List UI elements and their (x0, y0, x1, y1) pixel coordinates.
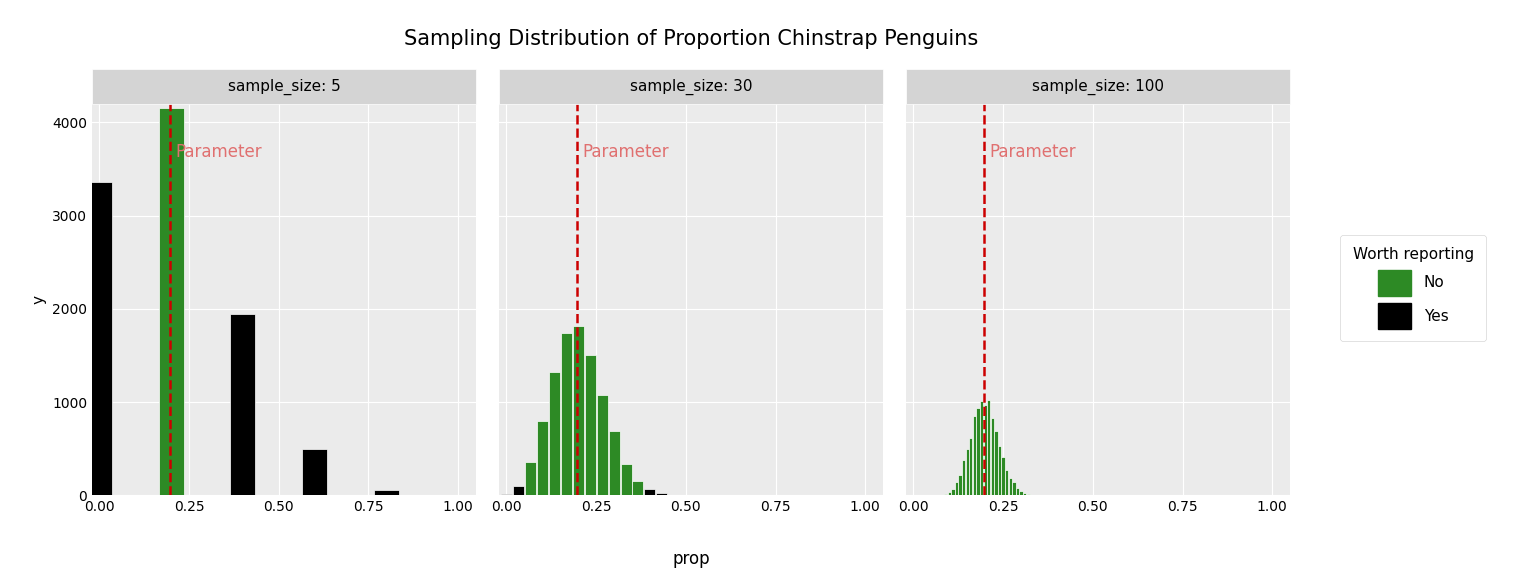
Bar (230, 314, 255, 495)
Bar (585, 355, 596, 495)
Bar (955, 482, 958, 495)
Bar (945, 494, 948, 495)
Bar (158, 108, 184, 495)
Bar (303, 449, 327, 495)
Text: Sampling Distribution of Proportion Chinstrap Penguins: Sampling Distribution of Proportion Chin… (404, 29, 978, 49)
Bar (1015, 488, 1020, 495)
Bar (1005, 469, 1008, 495)
Bar (1026, 494, 1031, 495)
Bar (991, 418, 994, 495)
Bar (86, 182, 112, 495)
Bar (621, 464, 631, 495)
Bar (972, 416, 975, 495)
Bar (608, 431, 619, 495)
Bar (525, 462, 536, 495)
Bar (513, 486, 524, 495)
Bar (969, 438, 972, 495)
Bar (948, 492, 951, 495)
Bar (994, 431, 997, 495)
Legend: No, Yes: No, Yes (1341, 235, 1485, 341)
Text: Parameter: Parameter (582, 143, 670, 161)
Bar (645, 489, 656, 495)
Bar (1001, 457, 1005, 495)
Text: sample_size: 100: sample_size: 100 (1032, 78, 1164, 94)
Bar (951, 489, 954, 495)
Bar (373, 490, 399, 495)
Bar (561, 334, 571, 495)
Bar (1020, 491, 1023, 495)
Bar (1023, 494, 1026, 495)
Bar (596, 395, 608, 495)
Bar (656, 492, 668, 495)
Bar (983, 405, 986, 495)
Bar (998, 446, 1001, 495)
Text: sample_size: 5: sample_size: 5 (227, 78, 341, 94)
Bar (501, 494, 511, 495)
Bar (980, 401, 983, 495)
Bar (633, 481, 644, 495)
Text: Parameter: Parameter (989, 143, 1077, 161)
Text: Parameter: Parameter (175, 143, 263, 161)
Bar (1012, 482, 1015, 495)
Bar (1009, 478, 1012, 495)
Bar (962, 460, 965, 495)
Text: sample_size: 30: sample_size: 30 (630, 78, 753, 94)
Y-axis label: y: y (32, 295, 46, 304)
Text: prop: prop (673, 551, 710, 569)
Bar (958, 475, 962, 495)
Bar (966, 449, 969, 495)
Bar (977, 408, 980, 495)
Bar (536, 421, 548, 495)
Bar (988, 400, 991, 495)
Bar (573, 326, 584, 495)
Bar (548, 372, 559, 495)
